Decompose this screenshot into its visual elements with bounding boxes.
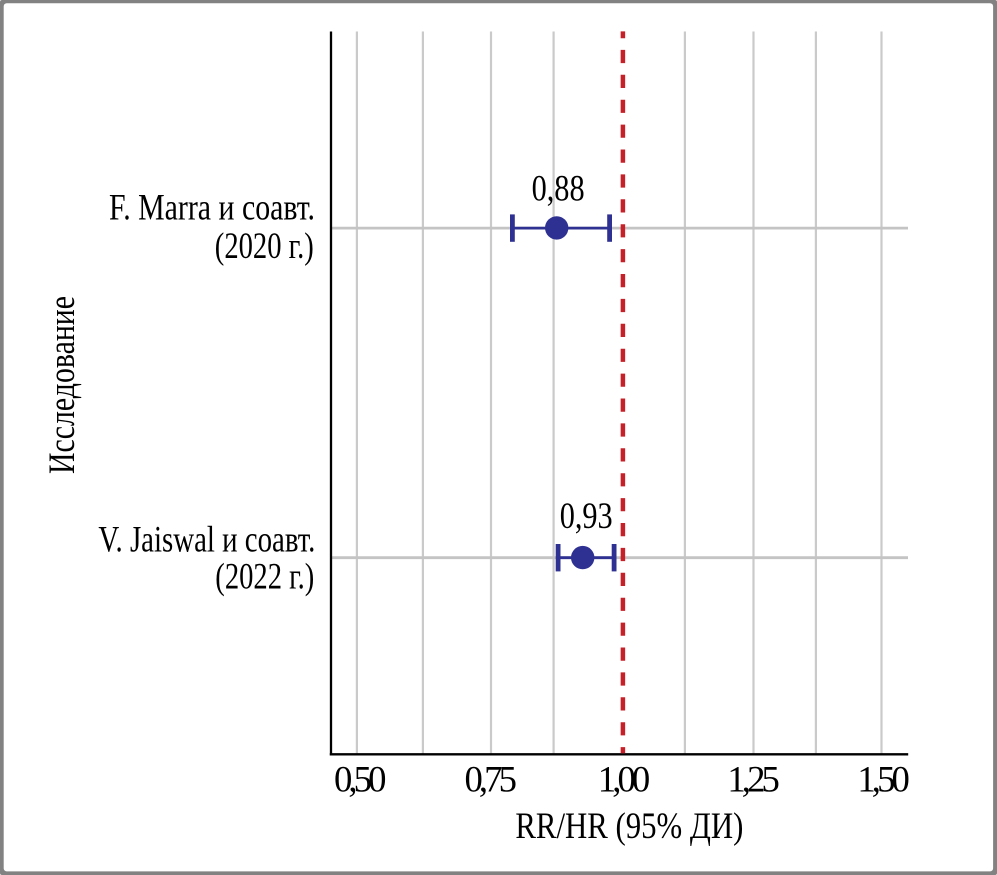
svg-text:0,50: 0,50 — [334, 759, 387, 800]
svg-text:1,25: 1,25 — [727, 759, 780, 800]
svg-text:F. Marra и соавт.: F. Marra и соавт. — [109, 187, 315, 228]
svg-text:1,50: 1,50 — [857, 759, 910, 800]
svg-text:(2022 г.): (2022 г.) — [215, 556, 314, 597]
svg-text:V. Jaiswal и соавт.: V. Jaiswal и соавт. — [98, 519, 315, 560]
svg-text:1,00: 1,00 — [598, 759, 651, 800]
svg-text:0,88: 0,88 — [532, 168, 585, 209]
svg-text:(2020 г.): (2020 г.) — [215, 225, 314, 266]
svg-text:0,93: 0,93 — [560, 495, 613, 536]
svg-text:0,75: 0,75 — [464, 759, 517, 800]
svg-text:RR/HR (95% ДИ): RR/HR (95% ДИ) — [515, 805, 743, 846]
svg-text:Исследование: Исследование — [41, 296, 82, 474]
